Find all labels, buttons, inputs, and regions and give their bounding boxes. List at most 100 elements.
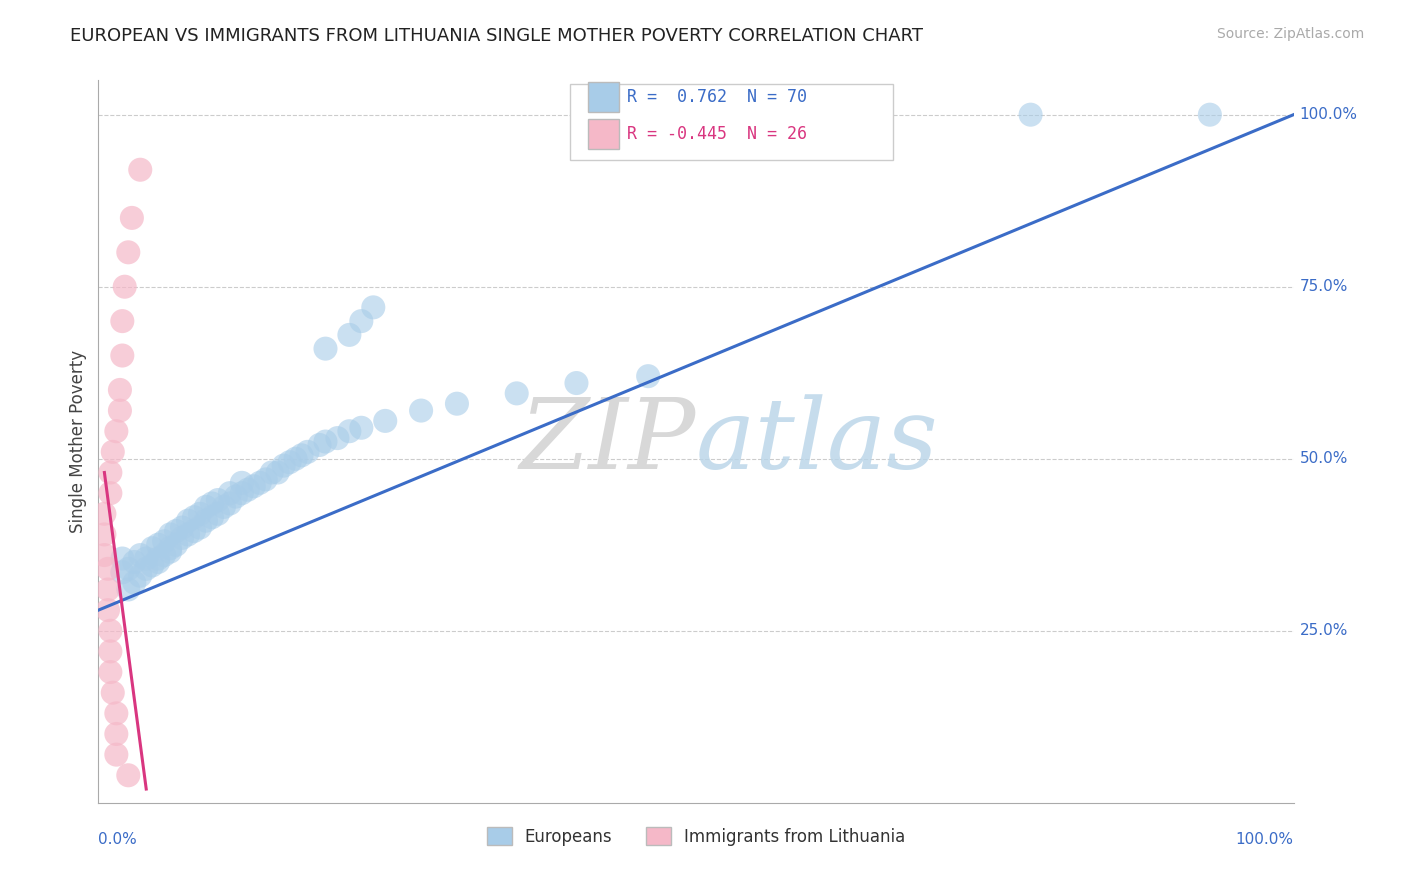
Point [326,431,349,445]
Point [254,472,277,486]
Point [108,403,131,417]
Point [153,534,176,549]
Point [243,479,266,493]
Point [101,686,124,700]
Point [148,551,170,566]
Point [153,548,176,562]
FancyBboxPatch shape [571,84,893,160]
Point [98,624,122,638]
Point [231,475,253,490]
Point [105,706,128,721]
FancyBboxPatch shape [589,82,620,112]
FancyBboxPatch shape [589,119,620,149]
Point [97,582,120,597]
Point [339,327,361,342]
Point [219,486,242,500]
Point [117,582,139,597]
Point [98,644,122,658]
Point [363,301,385,315]
Point [148,538,170,552]
Point [374,414,396,428]
Point [111,314,134,328]
Point [201,496,224,510]
Point [231,486,253,500]
Point [177,527,200,541]
Point [117,245,139,260]
Legend: Europeans, Immigrants from Lithuania: Europeans, Immigrants from Lithuania [479,821,912,852]
Text: R = -0.445  N = 26: R = -0.445 N = 26 [627,125,807,143]
Point [148,555,170,569]
Point [225,490,247,504]
Point [117,768,139,782]
Point [177,514,200,528]
Point [129,568,152,582]
Point [117,562,139,576]
Point [446,397,468,411]
Point [105,424,128,438]
Point [141,558,163,573]
Point [93,548,115,562]
Point [97,603,120,617]
Point [284,451,307,466]
Text: 100.0%: 100.0% [1299,107,1358,122]
Point [188,520,211,534]
Text: 25.0%: 25.0% [1299,624,1348,639]
Point [236,483,259,497]
Point [219,496,242,510]
Point [183,524,205,538]
Point [165,524,187,538]
Point [101,445,124,459]
Point [159,541,181,556]
Point [315,434,337,449]
Point [207,493,229,508]
Point [141,541,163,556]
Point [195,514,218,528]
Point [129,548,152,562]
Point [207,507,229,521]
Point [267,466,290,480]
Point [105,747,128,762]
Point [98,665,122,679]
Point [93,527,115,541]
Point [111,551,134,566]
Text: 50.0%: 50.0% [1299,451,1348,467]
Point [308,438,330,452]
Point [124,575,146,590]
Text: atlas: atlas [696,394,939,489]
Y-axis label: Single Mother Poverty: Single Mother Poverty [69,350,87,533]
Text: Source: ZipAtlas.com: Source: ZipAtlas.com [1216,27,1364,41]
Point [212,500,235,514]
Point [565,376,588,390]
Point [135,562,157,576]
Point [172,531,194,545]
Point [188,507,211,521]
Point [108,383,131,397]
Point [1019,108,1042,122]
Text: 100.0%: 100.0% [1236,831,1294,847]
Text: EUROPEAN VS IMMIGRANTS FROM LITHUANIA SINGLE MOTHER POVERTY CORRELATION CHART: EUROPEAN VS IMMIGRANTS FROM LITHUANIA SI… [70,27,924,45]
Point [159,527,181,541]
Point [506,386,529,401]
Text: 75.0%: 75.0% [1299,279,1348,294]
Text: R =  0.762  N = 70: R = 0.762 N = 70 [627,88,807,106]
Point [183,510,205,524]
Point [1199,108,1222,122]
Point [135,551,157,566]
Point [165,538,187,552]
Point [350,421,373,435]
Point [93,507,115,521]
Point [129,162,152,177]
Point [105,727,128,741]
Point [98,466,122,480]
Point [97,562,120,576]
Point [111,349,134,363]
Point [260,466,283,480]
Point [339,424,361,438]
Point [98,486,122,500]
Point [350,314,373,328]
Point [111,566,134,580]
Point [124,555,146,569]
Point [297,445,319,459]
Point [201,510,224,524]
Point [411,403,433,417]
